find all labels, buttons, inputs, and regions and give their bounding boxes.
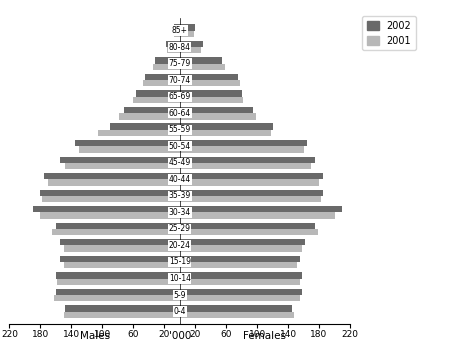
Bar xyxy=(180,74,238,80)
Bar xyxy=(174,24,180,31)
Bar xyxy=(65,305,180,312)
Bar xyxy=(60,256,180,262)
Bar xyxy=(180,157,315,163)
Bar xyxy=(98,130,180,136)
Bar xyxy=(180,289,302,295)
Bar xyxy=(180,97,243,103)
Text: 65-69: 65-69 xyxy=(168,92,191,101)
Bar xyxy=(40,213,180,219)
Bar xyxy=(180,113,255,119)
Bar xyxy=(56,289,180,295)
Text: 15-19: 15-19 xyxy=(169,257,191,266)
Bar xyxy=(180,80,240,87)
Text: Males: Males xyxy=(79,331,110,341)
Text: '000: '000 xyxy=(168,331,191,341)
Bar xyxy=(57,278,180,285)
Text: 45-49: 45-49 xyxy=(168,158,191,167)
Bar xyxy=(180,223,315,229)
Bar xyxy=(180,31,193,37)
Legend: 2002, 2001: 2002, 2001 xyxy=(362,16,416,50)
Bar xyxy=(180,58,222,64)
Bar xyxy=(180,190,323,196)
Bar xyxy=(145,74,180,80)
Text: 70-74: 70-74 xyxy=(168,76,191,85)
Bar xyxy=(48,179,180,186)
Bar xyxy=(180,312,294,318)
Bar xyxy=(180,47,201,54)
Bar xyxy=(119,113,180,119)
Bar xyxy=(40,190,180,196)
Bar xyxy=(166,41,180,47)
Bar xyxy=(124,107,180,113)
Bar xyxy=(79,146,180,153)
Text: 40-44: 40-44 xyxy=(168,175,191,184)
Bar xyxy=(180,278,300,285)
Bar xyxy=(166,47,180,54)
Bar xyxy=(180,24,195,31)
Bar xyxy=(56,272,180,278)
Text: Females: Females xyxy=(244,331,286,341)
Text: 75-79: 75-79 xyxy=(168,59,191,68)
Bar xyxy=(54,295,180,301)
Bar xyxy=(65,163,180,169)
Text: 0-4: 0-4 xyxy=(174,307,186,316)
Bar xyxy=(175,31,180,37)
Text: 85+: 85+ xyxy=(172,26,188,35)
Bar xyxy=(180,140,307,146)
Text: 50-54: 50-54 xyxy=(168,142,191,151)
Bar xyxy=(180,90,242,97)
Bar xyxy=(44,173,180,179)
Bar xyxy=(180,262,298,268)
Bar xyxy=(180,196,321,202)
Bar xyxy=(110,123,180,130)
Text: 25-29: 25-29 xyxy=(169,225,191,233)
Bar xyxy=(142,80,180,87)
Text: 60-64: 60-64 xyxy=(168,109,191,118)
Bar xyxy=(180,206,342,213)
Bar xyxy=(180,295,300,301)
Bar xyxy=(180,107,253,113)
Bar xyxy=(153,64,180,70)
Bar xyxy=(60,157,180,163)
Bar xyxy=(180,213,334,219)
Bar xyxy=(180,146,304,153)
Bar xyxy=(180,130,271,136)
Bar xyxy=(136,90,180,97)
Text: 55-59: 55-59 xyxy=(168,125,191,134)
Bar xyxy=(180,64,225,70)
Bar xyxy=(180,179,319,186)
Bar xyxy=(180,245,302,252)
Bar xyxy=(180,123,272,130)
Text: 20-24: 20-24 xyxy=(169,241,191,250)
Bar xyxy=(180,305,292,312)
Bar xyxy=(180,256,300,262)
Bar xyxy=(64,245,180,252)
Bar xyxy=(75,140,180,146)
Bar xyxy=(60,239,180,245)
Text: 5-9: 5-9 xyxy=(174,290,186,300)
Text: 80-84: 80-84 xyxy=(169,43,191,52)
Bar xyxy=(180,239,305,245)
Bar xyxy=(180,229,317,235)
Bar xyxy=(180,272,302,278)
Bar xyxy=(33,206,180,213)
Bar xyxy=(155,58,180,64)
Text: 30-34: 30-34 xyxy=(168,208,191,217)
Text: 35-39: 35-39 xyxy=(168,191,191,200)
Bar xyxy=(42,196,180,202)
Bar xyxy=(64,262,180,268)
Text: 10-14: 10-14 xyxy=(169,274,191,283)
Bar xyxy=(180,173,323,179)
Bar xyxy=(52,229,180,235)
Bar xyxy=(180,163,311,169)
Bar xyxy=(64,312,180,318)
Bar xyxy=(56,223,180,229)
Bar xyxy=(133,97,180,103)
Bar xyxy=(180,41,203,47)
